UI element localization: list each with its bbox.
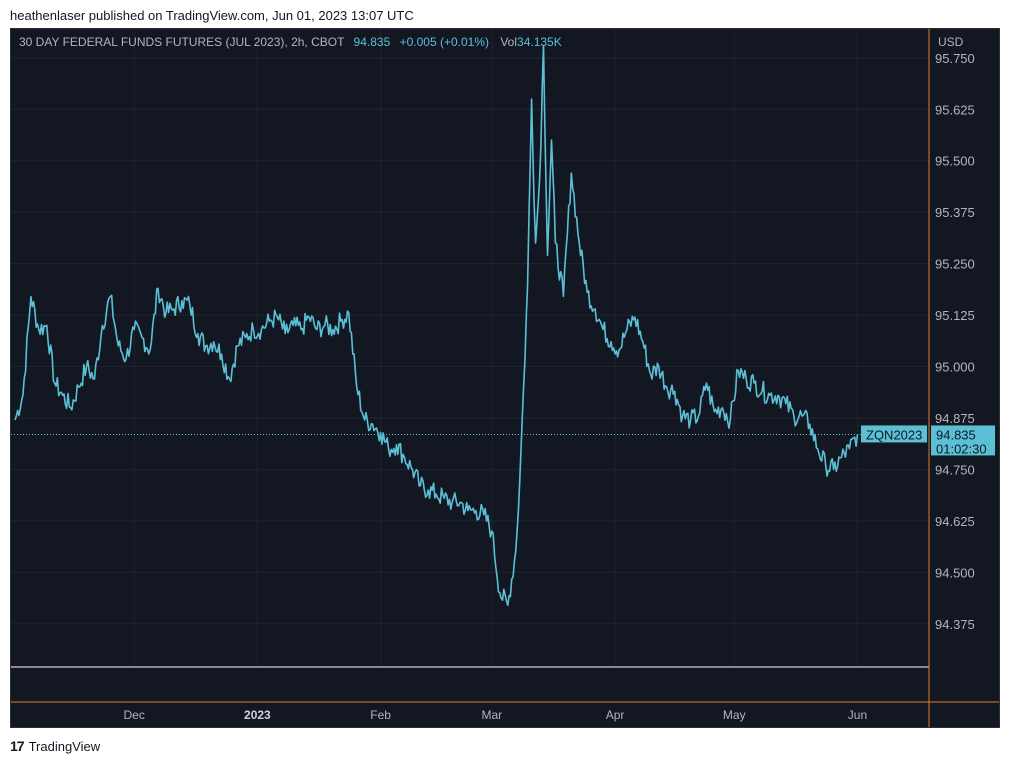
y-tick-label: 94.625 (935, 514, 975, 529)
y-tick-label: 94.375 (935, 617, 975, 632)
tradingview-brand[interactable]: 17 TradingView (10, 738, 100, 754)
x-tick-label: 2023 (244, 708, 271, 722)
y-tick-label: 94.500 (935, 565, 975, 580)
y-tick-label: 94.750 (935, 462, 975, 477)
y-tick-label: 94.875 (935, 411, 975, 426)
price-tag-value: 94.835 (936, 427, 976, 442)
x-tick-label: Apr (606, 708, 625, 722)
last-price-value: 94.835 (353, 35, 391, 49)
y-tick-label: 95.250 (935, 257, 975, 272)
y-tick-label: 95.125 (935, 308, 975, 323)
price-chart[interactable]: 95.750 95.625 95.500 95.375 95.250 95.125 95.0… (11, 29, 1000, 728)
symbol-legend[interactable]: 30 DAY FEDERAL FUNDS FUTURES (JUL 2023),… (19, 35, 562, 49)
brand-name: TradingView (28, 738, 101, 754)
tradingview-logo-icon: 17 (10, 738, 25, 754)
volume-label: Vol (500, 35, 518, 49)
price-tag-countdown: 01:02:30 (936, 441, 987, 456)
x-tick-label: Feb (370, 708, 391, 722)
price-tag-ticker: ZQN2023 (866, 427, 922, 442)
publish-caption: heathenlaser published on TradingView.co… (10, 8, 414, 23)
y-tick-label: 95.750 (935, 51, 975, 66)
y-tick-label: 95.000 (935, 360, 975, 375)
x-tick-label: Mar (482, 708, 503, 722)
y-tick-label: 95.625 (935, 102, 975, 117)
y-tick-label: 95.500 (935, 154, 975, 169)
y-axis: 95.750 95.625 95.500 95.375 95.250 95.125 95.0… (935, 51, 975, 632)
x-tick-label: May (723, 708, 746, 722)
chart-panel[interactable]: 95.750 95.625 95.500 95.375 95.250 95.125 95.0… (10, 28, 1000, 728)
x-axis: Dec 2023 Feb Mar Apr May Jun (124, 708, 868, 722)
grid-lines (11, 29, 929, 667)
x-tick-label: Dec (124, 708, 145, 722)
price-series-line (14, 44, 859, 607)
volume-value: 34.135K (517, 35, 562, 49)
price-change: +0.005 (+0.01%) (399, 35, 489, 49)
symbol-description: 30 DAY FEDERAL FUNDS FUTURES (JUL 2023),… (19, 35, 345, 49)
y-tick-label: 95.375 (935, 205, 975, 220)
price-tag: ZQN2023 94.835 01:02:30 (861, 425, 995, 456)
currency-label[interactable]: USD (938, 35, 964, 49)
x-tick-label: Jun (848, 708, 867, 722)
